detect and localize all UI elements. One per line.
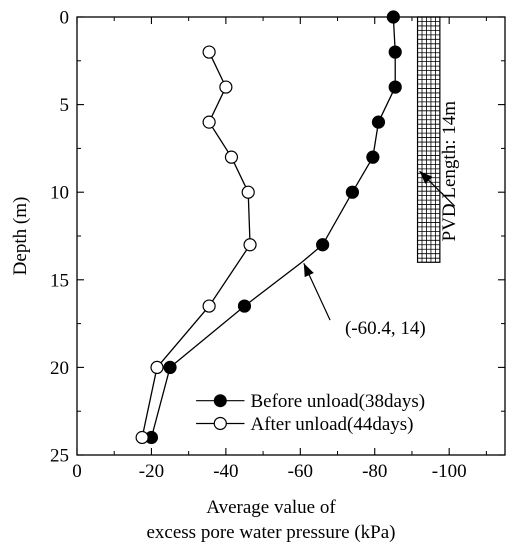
legend-label-after: After unload(44days): [250, 414, 413, 435]
x-tick-label: -100: [432, 461, 467, 482]
y-tick-label: 20: [50, 358, 69, 379]
data-point-before: [163, 360, 177, 374]
pvd-arrow-head: [419, 171, 433, 184]
legend: Before unload(38days) After unload(44day…: [196, 391, 425, 435]
data-point-before: [237, 299, 252, 313]
annotation-layer: (-60.4, 14): [303, 170, 456, 339]
data-point-after: [202, 115, 216, 129]
y-tick-label: 0: [60, 8, 70, 29]
data-point-after: [219, 80, 233, 94]
pvd-rect: [416, 16, 441, 263]
x-tick-label: 0: [72, 461, 82, 482]
data-point-after: [202, 299, 216, 313]
x-tick-label: -20: [139, 461, 164, 482]
data-point-before: [388, 45, 402, 59]
data-point-before: [345, 185, 360, 199]
data-point-before: [388, 80, 402, 94]
pvd-grid-column: [416, 16, 441, 263]
legend-marker-after: [213, 416, 227, 431]
legend-label-before: Before unload(38days): [250, 391, 425, 412]
x-tick-label: -40: [213, 461, 238, 482]
x-axis-label-line2: excess pore water pressure (kPa): [146, 522, 395, 543]
y-tick-label: 15: [50, 270, 69, 291]
series-layer: [135, 10, 402, 445]
data-point-before: [366, 150, 380, 164]
y-tick-label: 25: [50, 446, 69, 467]
data-point-after: [241, 185, 255, 199]
series-line-before: [150, 16, 396, 438]
series-line-after: [141, 51, 251, 438]
x-axis-label-line1: Average value of: [206, 497, 336, 518]
data-point-after: [150, 360, 164, 374]
x-tick-label: -60: [288, 461, 313, 482]
data-point-after: [243, 238, 257, 252]
data-point-after: [202, 45, 216, 59]
annotation-text: (-60.4, 14): [345, 318, 426, 339]
data-point-after: [224, 150, 239, 164]
x-tick-label: -80: [362, 461, 387, 482]
pvd-label: PVD Length: 14m: [439, 101, 460, 242]
data-point-before: [316, 238, 330, 252]
data-point-after: [135, 430, 149, 445]
y-tick-label: 10: [50, 183, 69, 204]
legend-marker-before: [213, 394, 227, 408]
data-point-before: [371, 115, 386, 129]
y-tick-label: 5: [60, 95, 70, 116]
annotation-arrow-head: [303, 263, 314, 278]
y-axis-label: Depth (m): [10, 197, 31, 276]
